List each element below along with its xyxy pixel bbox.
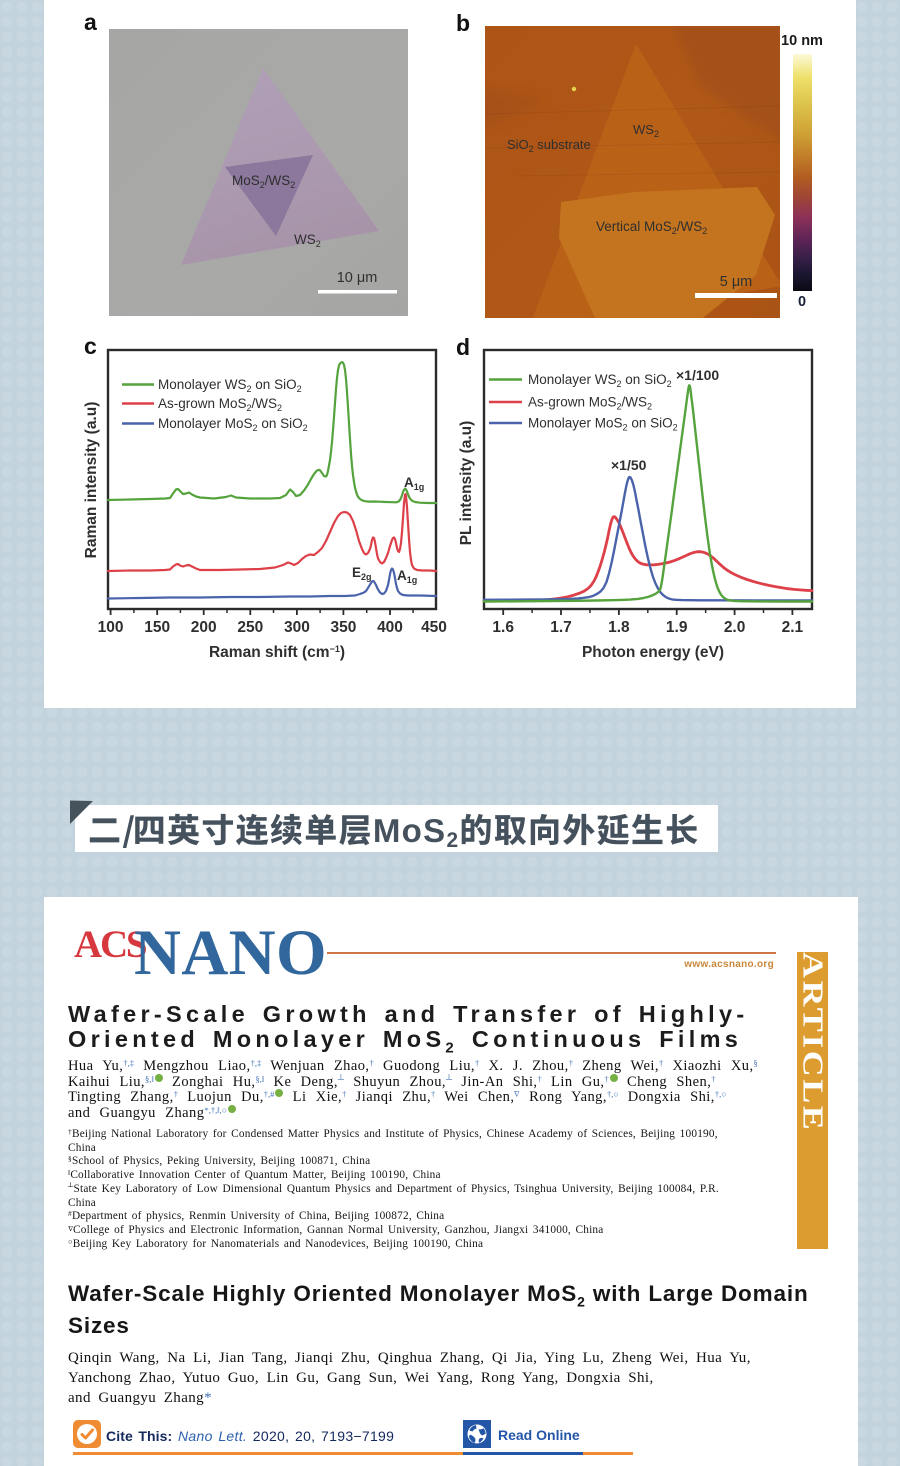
svg-text:Photon energy (eV): Photon energy (eV)	[582, 644, 724, 661]
svg-text:Monolayer MoS2 on SiO2: Monolayer MoS2 on SiO2	[528, 416, 678, 433]
svg-text:1.6: 1.6	[492, 619, 514, 636]
svg-text:SiO2 substrate: SiO2 substrate	[507, 137, 591, 154]
svg-text:×1/50: ×1/50	[611, 457, 647, 473]
svg-text:1.9: 1.9	[666, 619, 688, 636]
svg-text:1.8: 1.8	[608, 619, 630, 636]
svg-text:Monolayer WS2 on SiO2: Monolayer WS2 on SiO2	[528, 372, 672, 389]
svg-text:A1g: A1g	[404, 475, 424, 492]
svg-text:350: 350	[330, 619, 356, 636]
svg-text:MoS2/WS2: MoS2/WS2	[232, 173, 295, 190]
svg-text:300: 300	[284, 619, 310, 636]
svg-text:2.0: 2.0	[724, 619, 746, 636]
svg-text:As-grown MoS2/WS2: As-grown MoS2/WS2	[528, 395, 652, 412]
svg-text:Vertical MoS2/WS2: Vertical MoS2/WS2	[596, 219, 707, 236]
svg-text:×1/100: ×1/100	[676, 367, 719, 383]
svg-text:Monolayer MoS2 on SiO2: Monolayer MoS2 on SiO2	[158, 416, 308, 433]
svg-text:450: 450	[421, 619, 447, 636]
svg-text:Raman intensity (a.u): Raman intensity (a.u)	[83, 402, 100, 559]
svg-text:100: 100	[98, 619, 124, 636]
svg-text:150: 150	[144, 619, 170, 636]
svg-text:E2g: E2g	[352, 565, 372, 582]
svg-text:WS2: WS2	[633, 122, 659, 139]
svg-text:5 μm: 5 μm	[720, 274, 753, 290]
svg-text:2.1: 2.1	[782, 619, 804, 636]
svg-text:200: 200	[191, 619, 217, 636]
svg-text:As-grown MoS2/WS2: As-grown MoS2/WS2	[158, 396, 282, 413]
svg-text:WS2: WS2	[294, 232, 321, 249]
svg-text:250: 250	[237, 619, 263, 636]
svg-text:400: 400	[377, 619, 403, 636]
svg-text:PL intensity (a.u): PL intensity (a.u)	[458, 421, 475, 546]
svg-text:10 μm: 10 μm	[337, 270, 378, 286]
svg-text:Raman shift (cm−1): Raman shift (cm−1)	[209, 644, 345, 661]
svg-text:A1g: A1g	[397, 568, 417, 585]
svg-text:1.7: 1.7	[550, 619, 572, 636]
svg-text:Monolayer WS2 on SiO2: Monolayer WS2 on SiO2	[158, 377, 302, 394]
